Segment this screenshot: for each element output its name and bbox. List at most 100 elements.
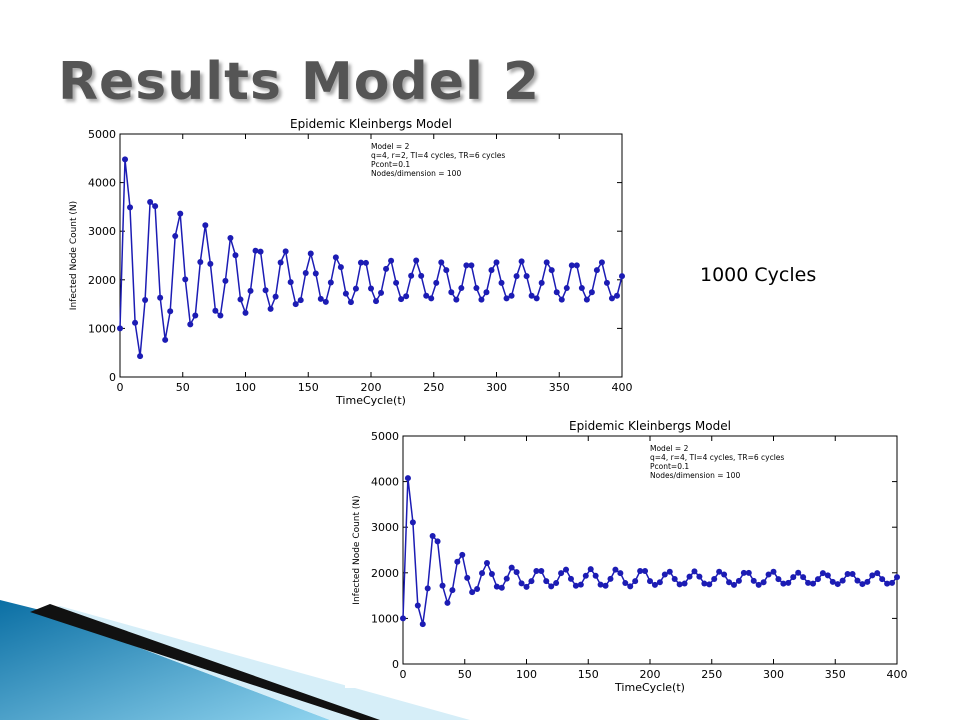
data-point [222, 277, 229, 284]
y-axis-label: Infected Node Count (N) [352, 495, 362, 604]
annotation: Pcont=0.1 [371, 160, 410, 169]
data-point [347, 299, 354, 306]
x-tick-label: 150 [578, 668, 599, 681]
data-point [523, 583, 530, 590]
data-point [247, 287, 254, 294]
data-point [701, 580, 708, 587]
annotation: q=4, r=4, TI=4 cycles, TR=6 cycles [650, 453, 784, 462]
data-point [587, 566, 594, 573]
y-tick-label: 4000 [88, 177, 116, 190]
data-point [132, 319, 139, 326]
data-point [302, 270, 309, 277]
data-point [533, 567, 540, 574]
data-point [508, 292, 515, 299]
data-point [292, 301, 299, 308]
data-point [859, 581, 866, 588]
data-point [137, 353, 144, 360]
data-point [277, 259, 284, 266]
data-point [572, 582, 579, 589]
y-tick-label: 3000 [88, 225, 116, 238]
data-point [332, 254, 339, 261]
decoration [40, 606, 470, 720]
data-point [864, 578, 871, 585]
data-point [414, 602, 421, 609]
data-point [423, 292, 430, 299]
data-point [706, 581, 713, 588]
data-point [716, 568, 723, 575]
data-point [147, 199, 154, 206]
data-point [388, 257, 395, 264]
data-point [760, 579, 767, 586]
data-point [272, 293, 279, 300]
data-point [357, 259, 364, 266]
data-point [642, 567, 649, 574]
data-point [671, 576, 678, 583]
annotation: Nodes/dimension = 100 [650, 471, 740, 480]
data-point [424, 585, 431, 592]
data-point [429, 533, 436, 540]
data-point [750, 577, 757, 584]
data-point [393, 279, 400, 286]
data-point [740, 569, 747, 576]
data-point [721, 571, 728, 578]
x-tick-label: 250 [423, 381, 444, 394]
data-point [666, 568, 673, 575]
x-tick-label: 250 [701, 668, 722, 681]
x-tick-label: 350 [825, 668, 846, 681]
data-point [488, 267, 495, 274]
data-point [232, 252, 239, 259]
data-point [419, 621, 426, 628]
data-point [439, 582, 446, 589]
data-point [468, 262, 475, 269]
data-point [503, 575, 510, 582]
data-point [563, 285, 570, 292]
data-point [884, 580, 891, 587]
x-tick-label: 400 [887, 668, 908, 681]
data-point [849, 570, 856, 577]
data-point [262, 287, 269, 294]
data-point [157, 294, 164, 301]
data-point [438, 259, 445, 266]
data-point [553, 289, 560, 296]
data-point [617, 570, 624, 577]
data-point [785, 579, 792, 586]
data-point [463, 262, 470, 269]
data-point [127, 204, 134, 211]
data-point [593, 267, 600, 274]
data-point [212, 307, 219, 314]
data-point [592, 572, 599, 579]
data-point [337, 264, 344, 271]
annotation: Nodes/dimension = 100 [371, 169, 461, 178]
x-tick-label: 200 [361, 381, 382, 394]
data-point [503, 295, 510, 302]
data-point [711, 576, 718, 583]
annotation: Model = 2 [371, 142, 410, 151]
data-point [217, 312, 224, 319]
y-tick-label: 4000 [371, 476, 399, 489]
data-point [433, 279, 440, 286]
data-point [464, 574, 471, 581]
data-point [578, 285, 585, 292]
data-point [187, 321, 194, 328]
data-point [563, 566, 570, 573]
data-point [523, 273, 530, 280]
data-point [443, 267, 450, 274]
data-point [770, 568, 777, 575]
data-point [518, 580, 525, 587]
data-point [800, 574, 807, 581]
data-point [177, 210, 184, 217]
data-point [681, 580, 688, 587]
data-point [548, 267, 555, 274]
data-point [612, 566, 619, 573]
data-point [676, 581, 683, 588]
chart-title: Epidemic Kleinbergs Model [569, 419, 731, 433]
data-point [879, 576, 886, 583]
decoration [30, 604, 380, 720]
data-point [553, 580, 560, 587]
data-point [637, 567, 644, 574]
data-point [533, 295, 540, 302]
data-point [598, 259, 605, 266]
annotation: q=4, r=2, TI=4 cycles, TR=6 cycles [371, 151, 505, 160]
